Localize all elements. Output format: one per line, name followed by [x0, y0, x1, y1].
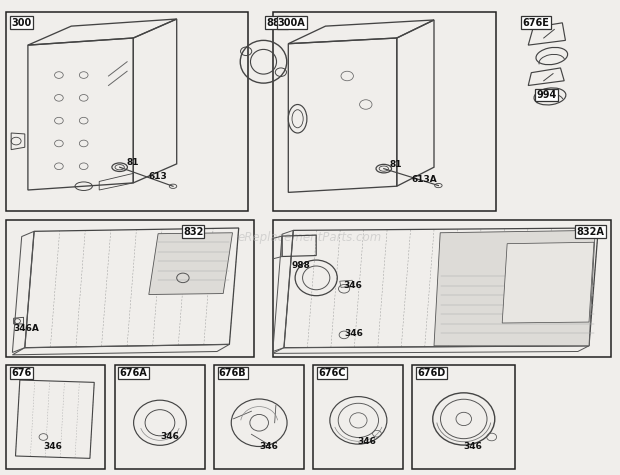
Bar	[6, 12, 248, 211]
Text: 81: 81	[389, 160, 402, 169]
Text: 676A: 676A	[120, 368, 148, 378]
Text: 988: 988	[291, 262, 310, 270]
Text: 81: 81	[126, 158, 139, 167]
Text: 676: 676	[11, 368, 32, 378]
Text: 613: 613	[149, 172, 167, 181]
Text: 832A: 832A	[577, 227, 604, 237]
Text: 346: 346	[357, 437, 376, 446]
Bar	[273, 12, 496, 211]
Text: 832: 832	[183, 227, 203, 237]
Text: 346: 346	[160, 432, 179, 440]
Polygon shape	[149, 233, 232, 294]
Bar	[214, 365, 304, 469]
Text: 300A: 300A	[278, 18, 306, 28]
Polygon shape	[502, 242, 594, 323]
Bar	[313, 365, 403, 469]
Text: 346: 346	[343, 281, 362, 289]
Bar	[412, 365, 515, 469]
Text: 346: 346	[345, 329, 363, 338]
Polygon shape	[434, 230, 595, 346]
Bar	[6, 220, 254, 357]
Text: 676C: 676C	[318, 368, 345, 378]
Text: 676D: 676D	[417, 368, 446, 378]
Text: 883: 883	[267, 18, 287, 28]
Text: 994: 994	[536, 90, 557, 100]
Text: eReplacementParts.com: eReplacementParts.com	[238, 231, 382, 244]
Text: 300: 300	[11, 18, 32, 28]
Bar	[115, 365, 205, 469]
Text: 613A: 613A	[412, 175, 438, 184]
Text: 676E: 676E	[523, 18, 549, 28]
Bar	[6, 365, 105, 469]
Text: 676B: 676B	[219, 368, 247, 378]
Text: 346: 346	[43, 442, 62, 451]
Bar	[273, 220, 611, 357]
Text: 346A: 346A	[14, 324, 40, 333]
Text: 346: 346	[464, 442, 482, 451]
Text: 346: 346	[259, 442, 278, 451]
